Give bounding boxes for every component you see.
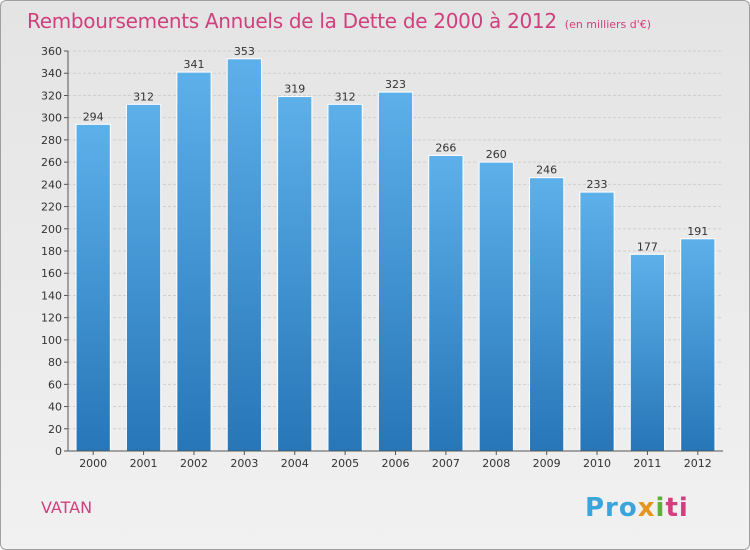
data-label: 353 xyxy=(234,45,255,58)
data-label: 177 xyxy=(637,240,658,253)
x-tick-label: 2011 xyxy=(633,457,661,470)
y-tick-label: 80 xyxy=(48,356,62,369)
x-tick-label: 2000 xyxy=(79,457,107,470)
bar xyxy=(75,123,111,452)
bars xyxy=(75,58,716,452)
x-tick-label: 2003 xyxy=(230,457,258,470)
data-label: 323 xyxy=(385,78,406,91)
proxiti-logo[interactable]: Proxiti xyxy=(585,493,689,523)
x-tick-label: 2002 xyxy=(180,457,208,470)
bar xyxy=(277,96,313,452)
y-tick-label: 120 xyxy=(41,312,62,325)
x-tick-label: 2010 xyxy=(583,457,611,470)
y-tick-label: 140 xyxy=(41,289,62,302)
bar xyxy=(176,71,212,452)
y-tick-label: 220 xyxy=(41,201,62,214)
x-tick-label: 2006 xyxy=(382,457,410,470)
y-tick-label: 300 xyxy=(41,112,62,125)
y-tick-label: 20 xyxy=(48,423,62,436)
y-tick-label: 280 xyxy=(41,134,62,147)
data-label: 312 xyxy=(133,90,154,103)
logo-part-4: ti xyxy=(665,493,689,523)
data-label: 312 xyxy=(335,90,356,103)
bar xyxy=(629,253,666,452)
bar xyxy=(377,91,414,452)
data-label: 191 xyxy=(687,225,708,238)
y-axis-ticks: 0 20 40 60 80 100 120 140 160 180 200 220 240 260 280 3… xyxy=(41,45,68,458)
place-name: VATAN xyxy=(41,498,93,517)
y-tick-label: 240 xyxy=(41,178,62,191)
bar xyxy=(529,177,565,452)
x-tick-label: 2009 xyxy=(533,457,561,470)
data-label: 294 xyxy=(83,110,104,123)
x-tick-label: 2007 xyxy=(432,457,460,470)
data-label: 319 xyxy=(284,83,305,96)
data-label: 266 xyxy=(435,141,456,154)
data-labels: 294 312 341 353 319 312 323 266 260 246 233 177 191 xyxy=(83,45,709,254)
logo-part-3: i xyxy=(655,493,666,523)
chart-subtitle: (en milliers d'€) xyxy=(564,18,652,31)
data-label: 260 xyxy=(486,148,507,161)
x-tick-label: 2012 xyxy=(684,457,712,470)
bar xyxy=(428,154,464,452)
y-tick-label: 60 xyxy=(48,378,62,391)
y-tick-label: 180 xyxy=(41,245,62,258)
y-tick-label: 340 xyxy=(41,67,62,80)
y-tick-label: 260 xyxy=(41,156,62,169)
x-tick-label: 2004 xyxy=(281,457,309,470)
y-tick-label: 0 xyxy=(55,445,62,458)
axes xyxy=(67,51,723,452)
y-tick-label: 360 xyxy=(41,45,62,58)
data-label: 341 xyxy=(183,58,204,71)
x-tick-label: 2008 xyxy=(482,457,510,470)
x-tick-label: 2001 xyxy=(130,457,158,470)
bar xyxy=(226,58,262,452)
bar xyxy=(579,191,615,452)
y-tick-label: 160 xyxy=(41,267,62,280)
x-tick-label: 2005 xyxy=(331,457,359,470)
data-label: 233 xyxy=(587,178,608,191)
y-tick-label: 200 xyxy=(41,223,62,236)
bar xyxy=(125,103,162,452)
data-label: 246 xyxy=(536,164,557,177)
bar xyxy=(478,161,514,452)
bar xyxy=(680,238,716,452)
y-tick-label: 320 xyxy=(41,89,62,102)
bar xyxy=(327,103,363,452)
chart-title-text: Remboursements Annuels de la Dette de 20… xyxy=(27,9,557,33)
y-tick-label: 40 xyxy=(48,401,62,414)
y-tick-label: 100 xyxy=(41,334,62,347)
x-axis-ticks: 2000 2001 2002 2003 2004 2005 2006 2007 2008 2009… xyxy=(79,451,712,470)
logo-part-2: x xyxy=(637,493,656,523)
logo-part-1: Pro xyxy=(585,493,638,523)
chart-title: Remboursements Annuels de la Dette de 20… xyxy=(27,9,651,33)
